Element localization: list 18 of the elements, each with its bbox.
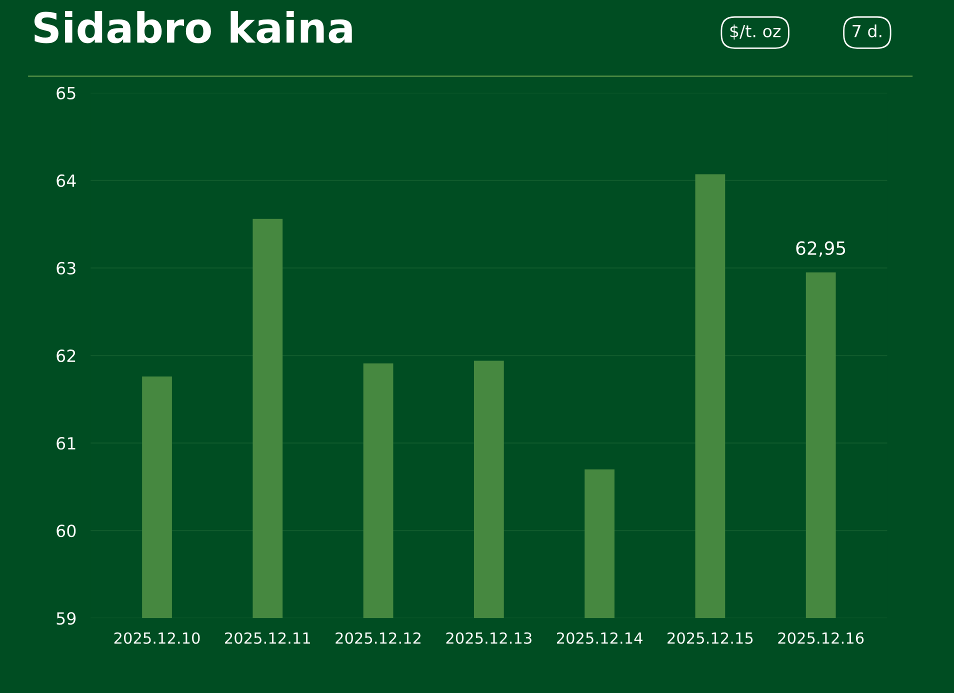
x-tick-label: 2025.12.16 (778, 632, 864, 644)
x-tick-label: 2025.12.11 (225, 632, 310, 644)
y-tick-label: 63 (56, 262, 76, 275)
x-tick-label: 2025.12.14 (556, 632, 642, 644)
x-tick-label: 2025.12.15 (668, 632, 753, 644)
y-tick-label: 60 (56, 524, 76, 538)
y-tick-label: 65 (56, 86, 76, 100)
y-tick-label: 64 (56, 174, 76, 187)
chart-title: Sidabro kaina (34, 11, 352, 44)
x-tick-label: 2025.12.13 (446, 632, 532, 644)
x-tick-label: 2025.12.12 (336, 632, 420, 644)
y-tick-label: 61 (56, 437, 76, 450)
y-tick-label: 62 (56, 349, 76, 362)
text: $/t. oz (730, 24, 781, 40)
y-tick-label: 59 (56, 612, 76, 625)
x-tick-label: 2025.12.10 (114, 632, 200, 644)
data-label: 62,95 (796, 241, 846, 257)
text: 7 d. (852, 24, 882, 38)
